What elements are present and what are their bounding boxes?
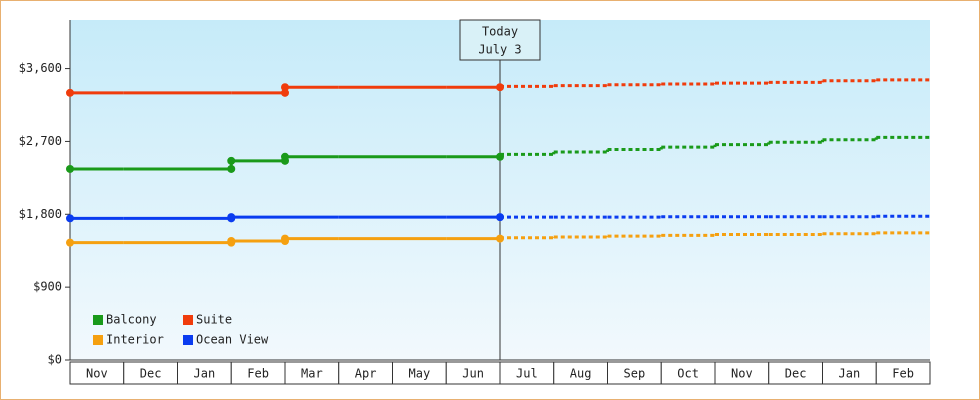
- y-tick-label: $0: [48, 353, 62, 367]
- point: [281, 88, 289, 97]
- y-tick-label: $3,600: [19, 61, 62, 75]
- x-tick-label: Jul: [516, 367, 538, 381]
- y-tick-label: $1,800: [19, 207, 62, 221]
- legend-swatch: [183, 335, 193, 345]
- x-tick-label: Nov: [86, 367, 108, 381]
- x-tick-label: Jan: [839, 367, 861, 381]
- point: [227, 164, 236, 173]
- today-date: July 3: [478, 43, 521, 57]
- x-tick-label: Mar: [301, 367, 323, 381]
- x-tick-label: Dec: [140, 367, 162, 381]
- x-tick-box: [875, 361, 931, 385]
- x-tick-label: Dec: [785, 367, 807, 381]
- x-tick-label: Apr: [355, 367, 377, 381]
- x-tick-label: Feb: [892, 367, 914, 381]
- x-tick-label: May: [409, 367, 431, 381]
- legend-swatch: [93, 315, 103, 325]
- x-tick-label: Nov: [731, 367, 753, 381]
- legend-label: Ocean View: [196, 333, 269, 347]
- legend-label: Suite: [196, 313, 232, 327]
- legend-swatch: [93, 335, 103, 345]
- point: [66, 214, 74, 223]
- x-tick-label: Jan: [194, 367, 216, 381]
- y-tick-label: $2,700: [19, 134, 62, 148]
- x-tick-label: Jun: [462, 367, 484, 381]
- point: [66, 88, 74, 97]
- legend-label: Interior: [106, 333, 164, 347]
- x-tick-label: Oct: [677, 367, 699, 381]
- x-tick-label: Feb: [247, 367, 269, 381]
- today-box: [459, 19, 541, 61]
- x-tick-label: Aug: [570, 367, 592, 381]
- point: [66, 164, 74, 173]
- y-tick-label: $900: [33, 280, 62, 294]
- x-tick-label: Sep: [624, 367, 646, 381]
- legend-label: Balcony: [106, 313, 157, 327]
- legend-swatch: [183, 315, 193, 325]
- point: [66, 238, 74, 247]
- today-label: Today: [482, 25, 518, 39]
